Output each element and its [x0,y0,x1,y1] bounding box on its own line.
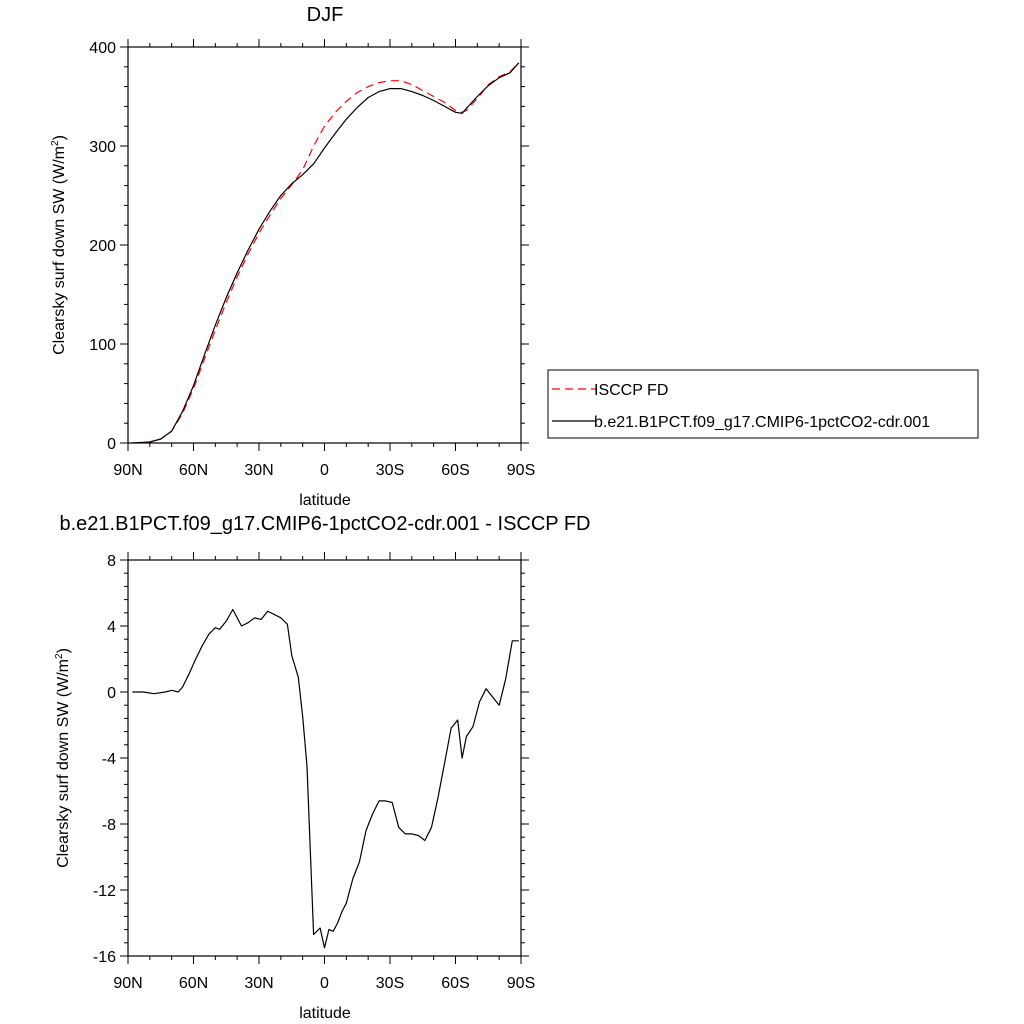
y-tick-label: 200 [89,238,116,255]
top-chart-title: DJF [307,4,344,26]
y-tick-label: 300 [89,139,116,156]
bottom-chart-y-ticks: -16 -12 -8 -4 0 4 8 [93,553,529,966]
top-chart-series [132,62,520,444]
top-chart: DJF 0 100 200 300 400 90N 60N 30N 0 30S 60S 90S la… [50,4,979,509]
x-tick-label: 90N [113,975,142,992]
x-tick-label: 90S [507,462,535,479]
x-tick-label: 60N [179,462,208,479]
y-tick-label: 8 [107,553,116,570]
bottom-chart-title: b.e21.B1PCT.f09_g17.CMIP6-1pctCO2-cdr.00… [60,513,591,535]
legend-model-label: b.e21.B1PCT.f09_g17.CMIP6-1pctCO2-cdr.00… [594,414,930,431]
top-chart-x-ticks: 90N 60N 30N 0 30S 60S 90S [113,39,535,479]
legend: ISCCP FD b.e21.B1PCT.f09_g17.CMIP6-1pctC… [547,369,979,439]
y-tick-label: -8 [102,817,116,834]
bottom-chart-xlabel: latitude [299,1005,351,1022]
bottom-chart-ylabel: Clearsky surf down SW (W/m2) [54,648,72,868]
x-tick-label: 30N [244,462,273,479]
x-tick-label: 30N [244,975,273,992]
y-tick-label: 400 [89,40,116,57]
series-line-difference [132,608,519,949]
x-tick-label: 30S [376,975,404,992]
x-tick-label: 0 [320,462,329,479]
y-tick-label: -4 [102,751,116,768]
x-tick-label: 60N [179,975,208,992]
top-chart-y-ticks: 0 100 200 300 400 [89,40,529,453]
top-chart-frame [127,46,522,444]
top-chart-xlabel: latitude [299,492,351,509]
y-tick-label: 100 [89,337,116,354]
bottom-chart-x-ticks: 90N 60N 30N 0 30S 60S 90S [113,552,535,992]
y-tick-label: -12 [93,883,116,900]
y-tick-label: 0 [107,436,116,453]
x-tick-label: 90N [113,462,142,479]
x-tick-label: 90S [507,975,535,992]
bottom-chart-series [132,608,519,949]
x-tick-label: 0 [320,975,329,992]
x-tick-label: 60S [441,462,469,479]
legend-box [547,369,979,439]
x-tick-label: 30S [376,462,404,479]
y-tick-label: 4 [107,619,116,636]
legend-isccp-label: ISCCP FD [594,382,668,399]
top-chart-ylabel: Clearsky surf down SW (W/m2) [50,135,68,355]
x-tick-label: 60S [441,975,469,992]
bottom-chart: b.e21.B1PCT.f09_g17.CMIP6-1pctCO2-cdr.00… [54,513,591,1022]
series-line-isccp-fd [132,62,520,444]
y-tick-label: 0 [107,685,116,702]
series-line-b-e21-b1pct-f09-g17-cmip6-1pctco2-cdr-001 [132,62,520,444]
y-tick-label: -16 [93,949,116,966]
